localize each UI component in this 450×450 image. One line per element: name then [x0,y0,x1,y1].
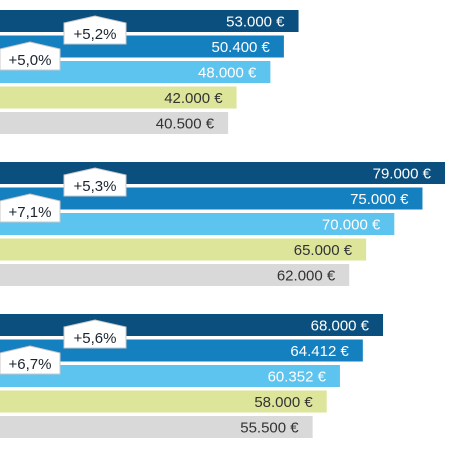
bar-1-4 [0,86,237,109]
growth-badge-1-1 [63,15,127,45]
bar-value-label: 53.000 € [226,14,285,31]
bar-2-3 [0,213,395,235]
bar-value-label: 75.000 € [350,191,409,208]
growth-badge-1-2 [63,167,127,197]
growth-badge-label: +7,1% [9,204,52,221]
bar-value-label: 60.352 € [268,369,327,386]
growth-badge-2-2 [0,193,61,223]
bar-value-label: 65.000 € [294,242,353,259]
bar-value-label: 70.000 € [322,217,381,234]
growth-badge-2-3 [0,345,61,375]
growth-badge-1-3 [63,319,127,349]
growth-badge-label: +5,0% [9,52,52,69]
bar-value-label: 40.500 € [156,116,215,133]
bar-3-4 [0,390,327,413]
bar-value-label: 55.500 € [240,420,299,437]
bar-value-label: 50.400 € [212,39,271,56]
bar-value-label: 68.000 € [311,318,370,335]
bar-value-label: 48.000 € [198,65,257,82]
bar-3-3 [0,365,340,387]
bar-value-label: 42.000 € [164,90,223,107]
bar-value-label: 79.000 € [373,166,432,183]
growth-badge-label: +5,3% [74,178,117,195]
growth-badge-label: +5,2% [74,26,117,43]
bar-1-3 [0,61,271,83]
bar-2-5 [0,264,350,286]
bar-value-label: 58.000 € [254,394,313,411]
bar-3-5 [0,416,313,438]
growth-badge-label: +5,6% [74,330,117,347]
bar-2-4 [0,238,367,261]
growth-badge-2-1 [0,41,61,71]
bar-value-label: 62.000 € [277,268,336,285]
bar-value-label: 64.412 € [290,343,349,360]
growth-badge-label: +6,7% [9,356,52,373]
bar-1-5 [0,112,229,134]
